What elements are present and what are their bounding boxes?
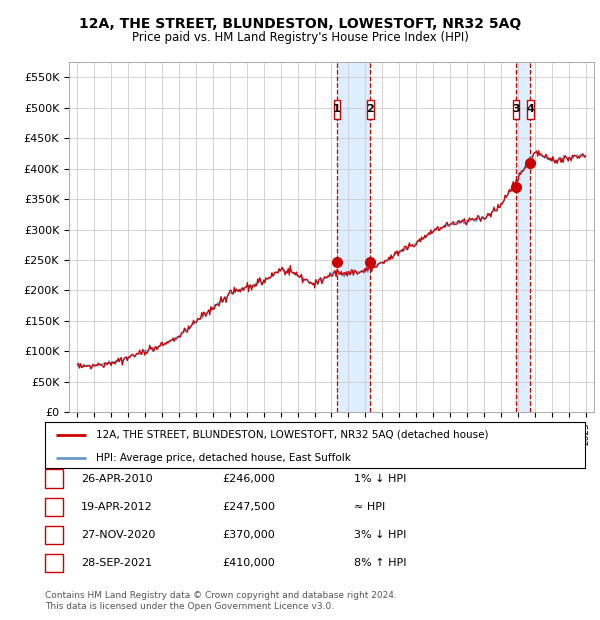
Text: 1: 1 (50, 474, 58, 484)
Text: 2: 2 (367, 104, 374, 114)
Text: £370,000: £370,000 (222, 530, 275, 540)
Text: £410,000: £410,000 (222, 558, 275, 568)
Text: 3: 3 (512, 104, 520, 114)
FancyBboxPatch shape (513, 100, 520, 119)
Text: 3: 3 (50, 530, 58, 540)
Text: 4: 4 (50, 558, 58, 568)
Text: 26-APR-2010: 26-APR-2010 (81, 474, 152, 484)
Text: 8% ↑ HPI: 8% ↑ HPI (354, 558, 407, 568)
FancyBboxPatch shape (527, 100, 533, 119)
Text: 1: 1 (333, 104, 341, 114)
Text: 3% ↓ HPI: 3% ↓ HPI (354, 530, 406, 540)
Text: 12A, THE STREET, BLUNDESTON, LOWESTOFT, NR32 5AQ: 12A, THE STREET, BLUNDESTON, LOWESTOFT, … (79, 17, 521, 32)
Text: HPI: Average price, detached house, East Suffolk: HPI: Average price, detached house, East… (96, 453, 351, 463)
FancyBboxPatch shape (334, 100, 340, 119)
Text: Contains HM Land Registry data © Crown copyright and database right 2024.: Contains HM Land Registry data © Crown c… (45, 591, 397, 600)
Text: 2: 2 (50, 502, 58, 512)
Text: Price paid vs. HM Land Registry's House Price Index (HPI): Price paid vs. HM Land Registry's House … (131, 31, 469, 44)
Text: 27-NOV-2020: 27-NOV-2020 (81, 530, 155, 540)
FancyBboxPatch shape (367, 100, 374, 119)
Text: ≈ HPI: ≈ HPI (354, 502, 385, 512)
Bar (337, 62, 370, 412)
Text: 19-APR-2012: 19-APR-2012 (81, 502, 153, 512)
Bar (516, 62, 530, 412)
Text: £246,000: £246,000 (222, 474, 275, 484)
Text: 12A, THE STREET, BLUNDESTON, LOWESTOFT, NR32 5AQ (detached house): 12A, THE STREET, BLUNDESTON, LOWESTOFT, … (96, 430, 489, 440)
Text: 4: 4 (526, 104, 534, 114)
Text: 28-SEP-2021: 28-SEP-2021 (81, 558, 152, 568)
Text: 1% ↓ HPI: 1% ↓ HPI (354, 474, 406, 484)
Text: This data is licensed under the Open Government Licence v3.0.: This data is licensed under the Open Gov… (45, 602, 334, 611)
Text: £247,500: £247,500 (222, 502, 275, 512)
